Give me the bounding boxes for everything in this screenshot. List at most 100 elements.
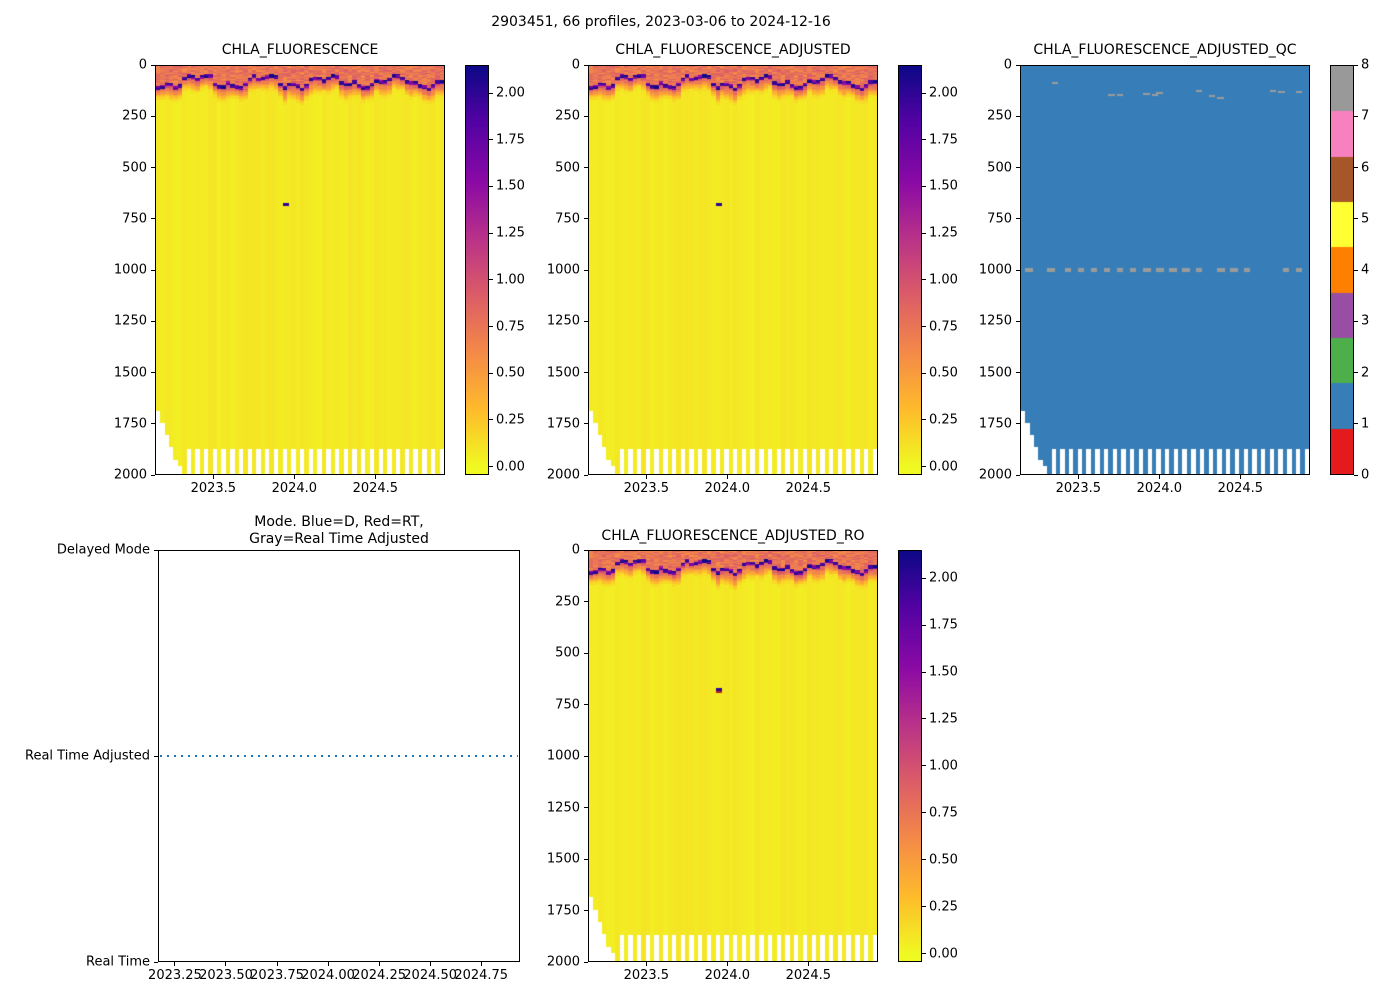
mode-plot-area	[158, 550, 520, 962]
colorbar-tick-label: 0.25	[496, 412, 525, 428]
x-tick-mark	[293, 475, 295, 479]
colorbar-tick-mark	[1354, 320, 1358, 322]
colorbar-tick-label: 1.50	[929, 664, 958, 680]
x-tick-label: 2024.5	[352, 481, 399, 496]
y-tick-label: 250	[987, 108, 1012, 124]
y-tick-label: 2000	[113, 467, 147, 483]
y-tick-mark	[1016, 269, 1020, 271]
y-tick-mark	[151, 115, 155, 117]
x-tick-mark	[807, 962, 809, 966]
y-tick-mark	[584, 858, 588, 860]
mode-series-line	[160, 755, 518, 757]
panel-title: CHLA_FLUORESCENCE_ADJUSTED_RO	[601, 528, 865, 544]
y-tick-mark	[154, 549, 158, 551]
x-tick-label: 2024.00	[301, 968, 355, 983]
x-tick-label: 2023.5	[1055, 481, 1102, 496]
y-tick-label: 250	[122, 108, 147, 124]
heatmap-plot-area	[155, 65, 445, 475]
colorbar	[465, 65, 489, 475]
colorbar-tick-label: 0.50	[929, 852, 958, 868]
colorbar-tick-mark	[489, 92, 493, 94]
y-tick-label: 500	[555, 645, 580, 661]
y-tick-label: 250	[555, 594, 580, 609]
colorbar-tick-label: 3	[1361, 313, 1370, 329]
x-tick-mark	[645, 962, 647, 966]
colorbar-tick-mark	[489, 372, 493, 374]
x-tick-mark	[276, 962, 278, 966]
colorbar-tick-label: 0	[1361, 467, 1370, 483]
x-tick-label: 2024.5	[1217, 481, 1264, 496]
colorbar-tick-mark	[922, 372, 926, 374]
colorbar-tick-label: 8	[1361, 57, 1370, 73]
y-tick-mark	[584, 167, 588, 168]
colorbar-tick-label: 7	[1361, 108, 1370, 124]
y-tick-label: 1250	[546, 800, 580, 815]
colorbar-tick-label: 4	[1361, 262, 1370, 278]
heatmap-canvas	[589, 551, 877, 961]
y-tick-label: 750	[122, 211, 147, 227]
y-tick-mark	[1016, 372, 1020, 373]
x-tick-label: 2024.0	[704, 968, 751, 983]
x-tick-mark	[225, 962, 227, 966]
y-tick-label: 250	[555, 108, 580, 124]
y-tick-label: 1000	[546, 748, 580, 764]
colorbar-tick-mark	[1354, 218, 1358, 220]
panel-title-line2: Gray=Real Time Adjusted	[249, 531, 429, 547]
qc-heatmap-canvas	[1021, 66, 1309, 474]
y-tick-mark	[584, 423, 588, 425]
y-tick-label: 500	[555, 160, 580, 175]
x-tick-mark	[378, 962, 380, 966]
x-tick-mark	[807, 475, 809, 479]
colorbar-tick-mark	[922, 953, 926, 955]
x-tick-mark	[1239, 475, 1241, 479]
x-tick-mark	[1158, 475, 1160, 479]
x-tick-mark	[212, 475, 214, 479]
y-tick-mark	[584, 601, 588, 602]
y-tick-label: 1500	[113, 365, 147, 380]
x-tick-mark	[726, 962, 728, 966]
colorbar-tick-label: 2	[1361, 365, 1370, 380]
y-tick-label: 0	[571, 542, 580, 558]
y-tick-mark	[151, 167, 155, 168]
qc-colorbar-canvas	[1331, 66, 1353, 474]
x-tick-mark	[429, 962, 431, 966]
colorbar-canvas	[899, 66, 921, 474]
x-tick-label: 2024.5	[785, 968, 832, 983]
colorbar-tick-mark	[489, 326, 493, 327]
mode-y-label: Real Time	[86, 954, 150, 970]
colorbar-tick-label: 1.75	[496, 132, 525, 148]
colorbar-tick-mark	[1354, 423, 1358, 425]
colorbar-tick-mark	[1354, 115, 1358, 117]
y-tick-mark	[584, 269, 588, 271]
y-tick-label: 1750	[546, 416, 580, 432]
colorbar-tick-mark	[922, 139, 926, 141]
colorbar-tick-mark	[489, 139, 493, 141]
colorbar-tick-label: 0.50	[496, 365, 525, 381]
y-tick-mark	[584, 549, 588, 551]
panel-title: Mode. Blue=D, Red=RT, Gray=Real Time Adj…	[158, 514, 520, 548]
colorbar-tick-label: 1.00	[929, 758, 958, 774]
y-tick-mark	[584, 372, 588, 373]
y-tick-mark	[154, 755, 158, 757]
colorbar-tick-mark	[922, 906, 926, 908]
y-tick-mark	[1016, 320, 1020, 322]
heatmap-canvas	[156, 66, 444, 474]
colorbar-tick-label: 0.00	[929, 459, 958, 475]
x-tick-mark	[726, 475, 728, 479]
colorbar-tick-label: 0.00	[929, 946, 958, 962]
colorbar-tick-mark	[922, 671, 926, 673]
colorbar-tick-mark	[1354, 372, 1358, 373]
y-tick-label: 1250	[978, 313, 1012, 329]
y-tick-label: 750	[987, 211, 1012, 227]
y-tick-label: 1000	[546, 262, 580, 278]
x-tick-mark	[645, 475, 647, 479]
colorbar-tick-label: 2.00	[496, 85, 525, 101]
colorbar-tick-label: 0.75	[929, 319, 958, 334]
colorbar-tick-label: 2.00	[929, 85, 958, 101]
colorbar-tick-mark	[1354, 474, 1358, 476]
y-tick-label: 2000	[546, 954, 580, 970]
colorbar-tick-label: 1.00	[496, 272, 525, 288]
x-tick-label: 2023.50	[199, 968, 253, 983]
x-tick-label: 2024.0	[704, 481, 751, 496]
